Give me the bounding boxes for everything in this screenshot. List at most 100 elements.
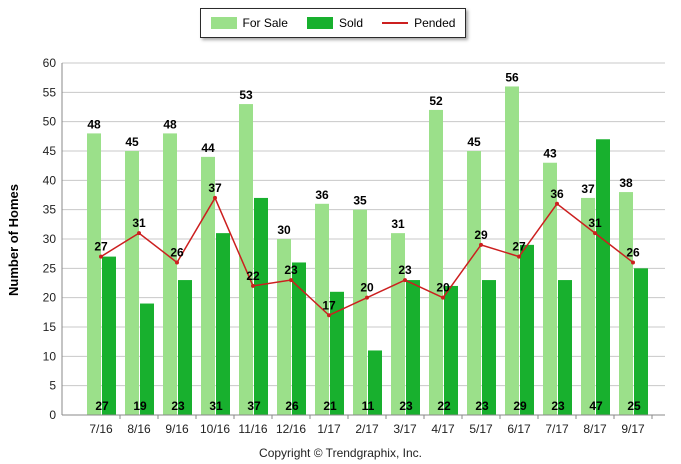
x-tick-label: 4/17: [431, 422, 455, 436]
legend-line-pended: [382, 22, 409, 24]
legend-swatch-for-sale: [210, 17, 237, 29]
y-tick-label: 20: [43, 291, 57, 305]
data-label-for-sale: 56: [505, 70, 519, 84]
bar-sold: [520, 244, 534, 415]
x-tick-label: 7/16: [89, 422, 113, 436]
bar-sold: [368, 350, 382, 415]
data-label-sold: 22: [437, 399, 451, 413]
data-label-pended: 22: [246, 269, 260, 283]
legend-swatch-sold: [306, 17, 333, 29]
bar-for-sale: [201, 156, 215, 415]
data-label-pended: 17: [322, 298, 336, 312]
bar-for-sale: [581, 197, 595, 415]
x-tick-label: 8/17: [583, 422, 607, 436]
y-tick-label: 55: [43, 85, 57, 99]
x-tick-label: 2/17: [355, 422, 379, 436]
data-label-pended: 26: [170, 245, 184, 259]
bar-for-sale: [87, 133, 101, 415]
bar-sold: [102, 256, 116, 415]
data-label-sold: 37: [247, 399, 261, 413]
x-tick-label: 9/16: [165, 422, 189, 436]
legend-item-sold: Sold: [306, 16, 363, 30]
data-label-pended: 27: [512, 240, 526, 254]
legend-label-pended: Pended: [414, 16, 456, 30]
point-pended: [289, 278, 293, 283]
y-tick-label: 50: [43, 115, 57, 129]
data-label-pended: 27: [94, 240, 108, 254]
y-tick-label: 10: [43, 349, 57, 363]
bar-for-sale: [353, 209, 367, 415]
bar-for-sale: [467, 151, 481, 415]
y-axis-title: Number of Homes: [6, 184, 21, 296]
legend-item-pended: Pended: [382, 16, 455, 30]
y-tick-label: 25: [43, 261, 57, 275]
bar-sold: [292, 262, 306, 415]
data-label-pended: 20: [360, 281, 374, 295]
data-label-sold: 25: [627, 399, 641, 413]
bar-sold: [140, 303, 154, 415]
bar-sold: [596, 139, 610, 415]
chart-legend: For Sale Sold Pended: [200, 8, 466, 38]
legend-label-for-sale: For Sale: [242, 16, 288, 30]
data-label-for-sale: 35: [353, 194, 367, 208]
bar-for-sale: [391, 233, 405, 415]
bar-for-sale: [163, 133, 177, 415]
point-pended: [403, 278, 407, 283]
bar-for-sale: [239, 104, 253, 416]
bar-sold: [482, 280, 496, 415]
point-pended: [441, 295, 445, 300]
line-layer: [99, 195, 635, 318]
label-layer: 48 27 45 19 48 23 44 31 53 37 30 26 36 21 35 11 31 23 52 22…: [87, 70, 641, 413]
point-pended: [251, 283, 255, 288]
data-label-sold: 31: [209, 399, 223, 413]
point-pended: [99, 254, 103, 259]
bar-for-sale: [125, 151, 139, 415]
axis-layer: 0 5 10 15 20 25 30 35 40 45 50 55 60 7/16 8/16 9/16 10/1…: [43, 56, 665, 436]
y-tick-label: 0: [49, 408, 56, 422]
data-label-sold: 23: [399, 399, 413, 413]
data-label-for-sale: 53: [239, 88, 253, 102]
data-label-sold: 47: [589, 399, 603, 413]
data-label-sold: 23: [171, 399, 185, 413]
data-label-for-sale: 43: [543, 147, 557, 161]
x-tick-label: 10/16: [200, 422, 230, 436]
y-tick-label: 5: [49, 379, 56, 393]
x-tick-label: 11/16: [238, 422, 267, 436]
point-pended: [555, 201, 559, 206]
data-label-pended: 26: [626, 245, 640, 259]
data-label-pended: 23: [398, 263, 412, 277]
bar-layer: [87, 86, 648, 416]
point-pended: [327, 313, 331, 318]
bar-for-sale: [505, 86, 519, 415]
legend-label-sold: Sold: [338, 16, 363, 30]
bar-for-sale: [277, 239, 291, 415]
data-label-for-sale: 45: [467, 135, 481, 149]
data-label-for-sale: 52: [429, 94, 443, 108]
homes-chart: 4827451948234431533730263621351131235222…: [6, 56, 665, 436]
data-label-sold: 23: [475, 399, 489, 413]
x-tick-label: 5/17: [469, 422, 493, 436]
x-tick-label: 6/17: [507, 422, 531, 436]
bar-for-sale: [619, 192, 633, 415]
bar-sold: [178, 280, 192, 415]
data-label-for-sale: 36: [315, 188, 329, 202]
y-tick-label: 30: [43, 232, 57, 246]
point-pended: [479, 242, 483, 247]
y-tick-label: 35: [43, 203, 57, 217]
bar-sold: [254, 197, 268, 415]
x-tick-label: 3/17: [393, 422, 417, 436]
bar-sold: [444, 285, 458, 415]
data-label-for-sale: 45: [125, 135, 139, 149]
data-label-sold: 19: [133, 399, 147, 413]
data-label-sold: 23: [551, 399, 565, 413]
data-label-for-sale: 48: [163, 117, 177, 131]
data-label-for-sale: 30: [277, 223, 291, 237]
data-label-sold: 27: [95, 399, 109, 413]
x-tick-label: 8/16: [127, 422, 151, 436]
bar-sold: [558, 280, 572, 415]
point-pended: [175, 260, 179, 265]
data-label-pended: 31: [132, 216, 146, 230]
bar-sold: [406, 280, 420, 415]
point-pended: [137, 231, 141, 236]
point-pended: [631, 260, 635, 265]
